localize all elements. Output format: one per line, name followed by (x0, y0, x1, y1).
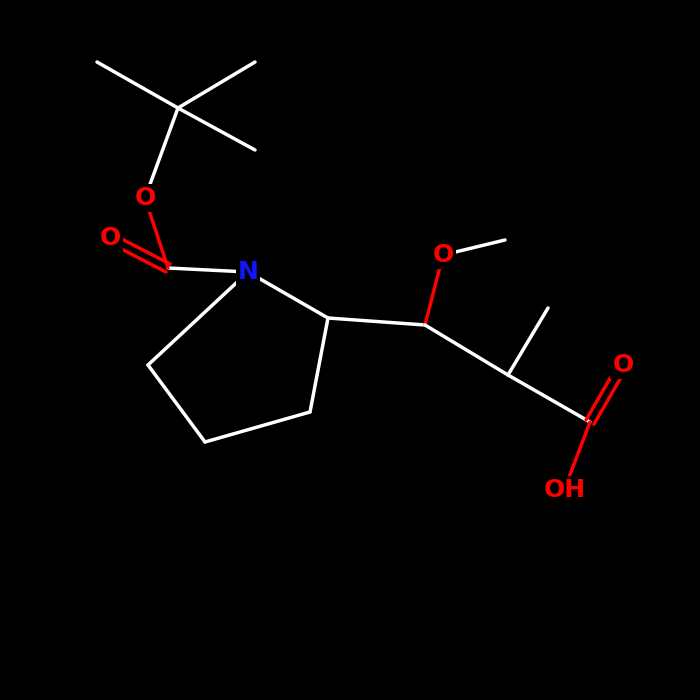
Text: O: O (612, 353, 634, 377)
Text: O: O (99, 226, 120, 250)
Text: OH: OH (544, 478, 586, 502)
Text: O: O (134, 186, 155, 210)
Text: O: O (433, 243, 454, 267)
Text: N: N (237, 260, 258, 284)
